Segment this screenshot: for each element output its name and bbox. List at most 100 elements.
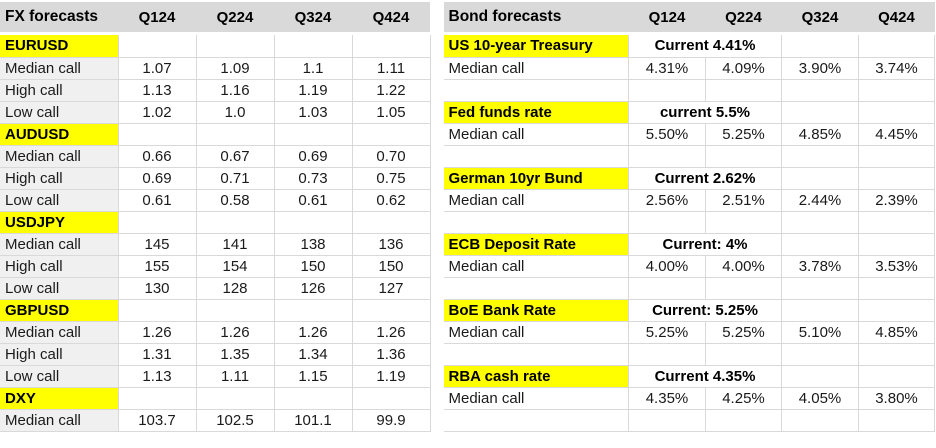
bond-blank-row [443,409,935,432]
empty-cell [274,299,353,322]
bond-row-label: Median call [443,123,629,146]
blank-cell [443,145,629,168]
fx-value-cell: 154 [196,255,275,278]
bond-value-cell: 2.44% [781,189,859,212]
fx-value-cell: 99.9 [352,409,431,432]
bond-quarter-header-q424: Q424 [858,2,935,32]
blank-cell [705,277,782,300]
blank-cell [781,211,859,234]
bond-value-cell: 4.25% [705,387,782,410]
fx-data-row: Median call 145 141 138 136 [0,233,431,256]
bond-value-cell: 3.90% [781,57,859,80]
bond-value-cell: 2.56% [628,189,706,212]
fx-quarter-header-q224: Q224 [196,2,274,32]
bond-row-label: Median call [443,255,629,278]
fx-section-row: USDJPY [0,211,431,234]
fx-section-row: EURUSD [0,35,431,58]
fx-value-cell: 0.69 [274,145,353,168]
fx-value-cell: 1.22 [352,79,431,102]
bond-section-label: German 10yr Bund [443,167,629,190]
bond-section-label: US 10-year Treasury [443,35,629,58]
blank-cell [858,277,935,300]
empty-cell [352,123,431,146]
fx-value-cell: 1.11 [352,57,431,80]
fx-data-row: Median call 1.07 1.09 1.1 1.11 [0,57,431,80]
bond-value-cell: 4.45% [858,123,935,146]
bond-quarter-header-q124: Q124 [628,2,706,32]
bond-value-cell: 4.85% [781,123,859,146]
fx-value-cell: 102.5 [196,409,275,432]
fx-value-cell: 0.67 [196,145,275,168]
fx-row-label: Median call [0,321,119,344]
fx-value-cell: 1.0 [196,101,275,124]
empty-cell [781,299,859,322]
blank-cell [443,277,629,300]
fx-value-cell: 1.36 [352,343,431,366]
fx-value-cell: 0.61 [118,189,197,212]
fx-quarter-header-q424: Q424 [352,2,430,32]
empty-cell [196,123,275,146]
fx-value-cell: 0.75 [352,167,431,190]
fx-value-cell: 0.62 [352,189,431,212]
empty-cell [118,387,197,410]
empty-cell [274,387,353,410]
fx-value-cell: 1.31 [118,343,197,366]
blank-cell [781,79,859,102]
bond-blank-row [443,343,935,366]
fx-value-cell: 1.07 [118,57,197,80]
blank-cell [781,343,859,366]
fx-value-cell: 1.16 [196,79,275,102]
empty-cell [352,299,431,322]
empty-cell [352,387,431,410]
fx-section-label: USDJPY [0,211,119,234]
bond-section-row: ECB Deposit Rate Current: 4% [443,233,935,256]
blank-cell [858,211,935,234]
blank-cell [858,343,935,366]
fx-value-cell: 1.02 [118,101,197,124]
empty-cell [781,101,859,124]
bond-section-row: RBA cash rate Current 4.35% [443,365,935,388]
bond-section-row: BoE Bank Rate Current: 5.25% [443,299,935,322]
bond-row-label: Median call [443,189,629,212]
empty-cell [196,387,275,410]
bond-value-cell: 5.25% [705,123,782,146]
blank-cell [781,409,859,432]
blank-cell [705,343,782,366]
empty-cell [274,35,353,58]
bond-median-row: Median call 4.31% 4.09% 3.90% 3.74% [443,57,935,80]
empty-cell [118,211,197,234]
bond-value-cell: 4.09% [705,57,782,80]
blank-cell [781,277,859,300]
empty-cell [352,211,431,234]
blank-cell [628,277,706,300]
fx-value-cell: 1.09 [196,57,275,80]
fx-value-cell: 1.13 [118,365,197,388]
blank-cell [705,211,782,234]
empty-cell [858,233,935,256]
empty-cell [352,35,431,58]
fx-section-row: DXY [0,387,431,410]
bond-section-row: US 10-year Treasury Current 4.41% [443,35,935,58]
empty-cell [858,365,935,388]
fx-data-row: High call 155 154 150 150 [0,255,431,278]
fx-table-title: FX forecasts [0,2,118,32]
bond-value-cell: 2.51% [705,189,782,212]
fx-value-cell: 130 [118,277,197,300]
empty-cell [118,123,197,146]
bond-current-cell: Current: 5.25% [628,299,782,322]
fx-value-cell: 0.73 [274,167,353,190]
fx-value-cell: 1.26 [196,321,275,344]
fx-value-cell: 1.19 [352,365,431,388]
fx-value-cell: 1.1 [274,57,353,80]
bond-median-row: Median call 2.56% 2.51% 2.44% 2.39% [443,189,935,212]
fx-value-cell: 1.34 [274,343,353,366]
header-spacer [443,32,935,35]
blank-cell [858,409,935,432]
fx-section-row: AUDUSD [0,123,431,146]
fx-section-label: EURUSD [0,35,119,58]
empty-cell [196,299,275,322]
fx-value-cell: 145 [118,233,197,256]
bond-table-title: Bond forecasts [443,2,629,32]
fx-value-cell: 1.03 [274,101,353,124]
blank-cell [628,211,706,234]
